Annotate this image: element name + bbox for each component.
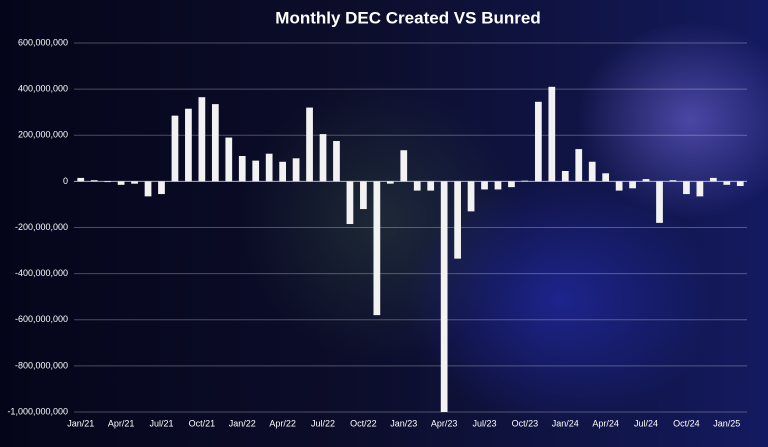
x-tick-label: Oct/23 [512, 418, 539, 428]
x-tick-label: Jul/22 [311, 418, 335, 428]
bar [171, 115, 179, 182]
bar [494, 181, 502, 190]
y-tick-label: 200,000,000 [18, 130, 68, 140]
y-tick-label: -200,000,000 [15, 222, 68, 232]
x-tick-label: Apr/21 [108, 418, 135, 428]
bar [386, 181, 394, 184]
y-tick-label: 400,000,000 [18, 84, 68, 94]
x-tick-label: Apr/23 [431, 418, 458, 428]
bar [535, 101, 542, 182]
bar [238, 156, 246, 182]
x-tick-label: Jan/21 [67, 418, 94, 428]
x-tick-label: Oct/22 [350, 418, 377, 428]
x-tick-label: Apr/22 [269, 418, 296, 428]
x-tick-label: Oct/21 [189, 418, 216, 428]
bar [265, 153, 273, 182]
y-tick-label: -1,000,000,000 [7, 406, 68, 416]
y-tick-label: -800,000,000 [15, 360, 68, 370]
y-tick-label: -400,000,000 [15, 268, 68, 278]
x-tick-label: Jul/23 [473, 418, 497, 428]
bar [481, 181, 488, 190]
bar [588, 161, 596, 182]
bar [373, 181, 381, 316]
bar [575, 149, 583, 182]
x-tick-label: Jul/21 [149, 418, 173, 428]
bar [360, 181, 367, 210]
bar [333, 141, 340, 182]
bar [77, 177, 85, 182]
x-tick-label: Apr/24 [592, 418, 619, 428]
x-tick-label: Jan/25 [713, 418, 740, 428]
bar [185, 108, 192, 182]
y-tick-label: 600,000,000 [18, 37, 68, 47]
bar [723, 181, 731, 185]
y-tick-label: 0 [63, 176, 68, 186]
bar [279, 161, 286, 182]
bar [198, 97, 206, 182]
y-tick-label: -600,000,000 [15, 314, 68, 324]
bar [656, 181, 663, 223]
x-tick-label: Jan/24 [552, 418, 579, 428]
bar [306, 107, 313, 182]
bar [158, 181, 165, 195]
bar [117, 181, 125, 185]
bar [427, 181, 435, 191]
bar [508, 181, 515, 188]
bar [736, 181, 744, 186]
bar [467, 181, 475, 212]
bar [642, 179, 650, 182]
bar [319, 134, 327, 182]
bar [709, 177, 717, 182]
bar [400, 150, 408, 182]
bar [602, 173, 610, 182]
bar [211, 104, 219, 182]
bar [440, 181, 448, 412]
x-tick-label: Oct/24 [673, 418, 700, 428]
bar [454, 181, 461, 259]
x-tick-label: Jul/24 [634, 418, 658, 428]
chart-title: Monthly DEC Created VS Bunred [275, 8, 540, 27]
bar [548, 86, 556, 182]
bar [144, 181, 152, 197]
bar [683, 181, 690, 195]
bar [696, 181, 704, 197]
bar [252, 160, 260, 182]
bar [521, 180, 529, 182]
bar [292, 158, 300, 182]
bar [561, 170, 569, 182]
bar [225, 137, 233, 182]
bar [104, 181, 112, 183]
bar [615, 181, 623, 191]
bar [131, 181, 138, 184]
bar [629, 181, 636, 189]
x-tick-label: Jan/22 [229, 418, 256, 428]
bar [90, 180, 98, 182]
bar [413, 181, 421, 191]
bar [669, 180, 677, 182]
x-tick-label: Jan/23 [390, 418, 417, 428]
bar [346, 181, 354, 225]
